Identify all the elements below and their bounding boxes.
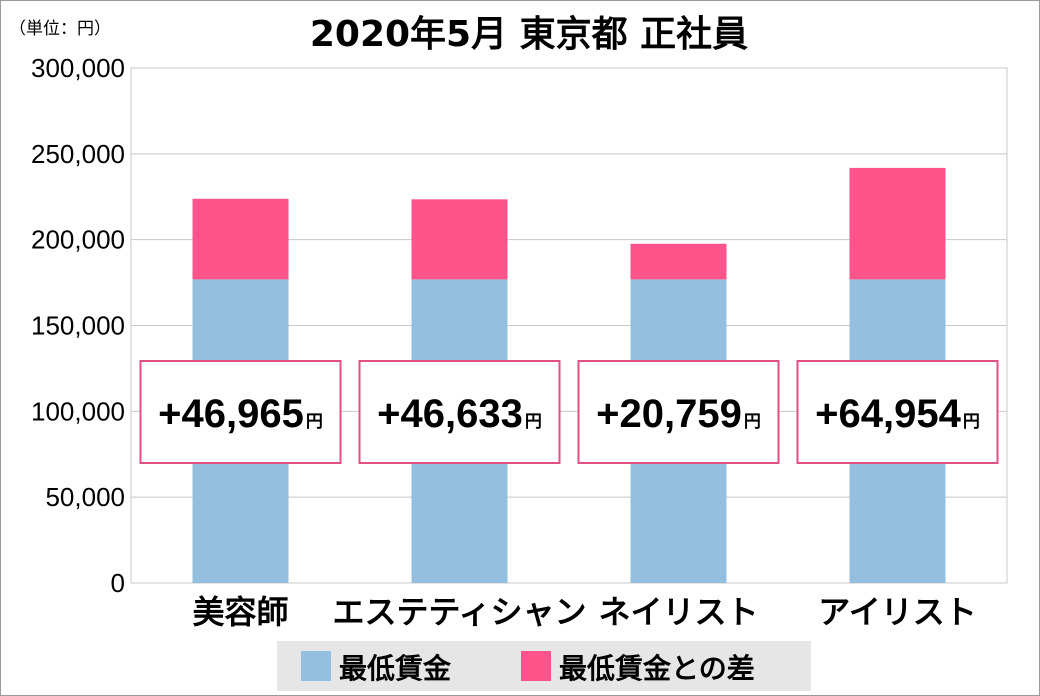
y-tick-label: 250,000 xyxy=(31,139,125,169)
x-tick-label: ネイリスト xyxy=(598,593,758,631)
bar-min-wage-diff xyxy=(411,199,508,280)
y-axis-ticks: 0 50,000 100,000 150,000 200,000 250,000 300,0… xyxy=(31,53,125,598)
legend-swatch xyxy=(301,651,331,681)
legend-item: 最低賃金 xyxy=(301,651,452,685)
callout-box xyxy=(577,360,780,464)
callout-box xyxy=(796,360,999,464)
x-tick-label: エステティシャン xyxy=(332,593,586,631)
unit-label: （単位：円） xyxy=(9,19,111,39)
x-axis-ticks: 美容師 エステティシャン ネイリスト アイリスト xyxy=(192,593,976,631)
callout-box xyxy=(358,360,561,464)
diff-callout: +64,954 円 xyxy=(796,360,999,464)
diff-callout: +46,965 円 xyxy=(139,360,342,464)
x-tick-label: 美容師 xyxy=(192,593,288,631)
x-tick-label: アイリスト xyxy=(818,593,976,631)
callout-value: +46,633 円 xyxy=(377,392,542,436)
callout-value: +46,965 円 xyxy=(158,392,323,436)
legend-label: 最低賃金 xyxy=(339,652,452,685)
callout-value: +20,759 円 xyxy=(596,392,761,436)
plot-border xyxy=(130,67,1008,584)
diff-callout: +20,759 円 xyxy=(577,360,780,464)
chart-title: 2020年5月 東京都 正社員 xyxy=(310,13,748,55)
callouts-layer: +46,965 円 +46,633 円 +20,759 円 +64,954 円 xyxy=(139,360,999,464)
legend-label: 最低賃金との差 xyxy=(559,652,755,685)
y-tick-label: 150,000 xyxy=(31,311,125,341)
legend-swatch xyxy=(521,651,551,681)
y-tick-label: 0 xyxy=(111,568,125,598)
legend-item: 最低賃金との差 xyxy=(521,651,755,685)
bar-min-wage-diff xyxy=(192,198,289,280)
y-tick-label: 300,000 xyxy=(31,53,125,83)
y-tick-label: 50,000 xyxy=(45,482,125,512)
callout-value: +64,954 円 xyxy=(815,392,980,436)
callout-box xyxy=(139,360,342,464)
y-tick-label: 200,000 xyxy=(31,225,125,255)
legend: 最低賃金 最低賃金との差 xyxy=(277,641,811,691)
bar-min-wage-diff xyxy=(849,167,946,280)
y-tick-label: 100,000 xyxy=(31,396,125,426)
diff-callout: +46,633 円 xyxy=(358,360,561,464)
bar-min-wage-diff xyxy=(630,243,727,280)
